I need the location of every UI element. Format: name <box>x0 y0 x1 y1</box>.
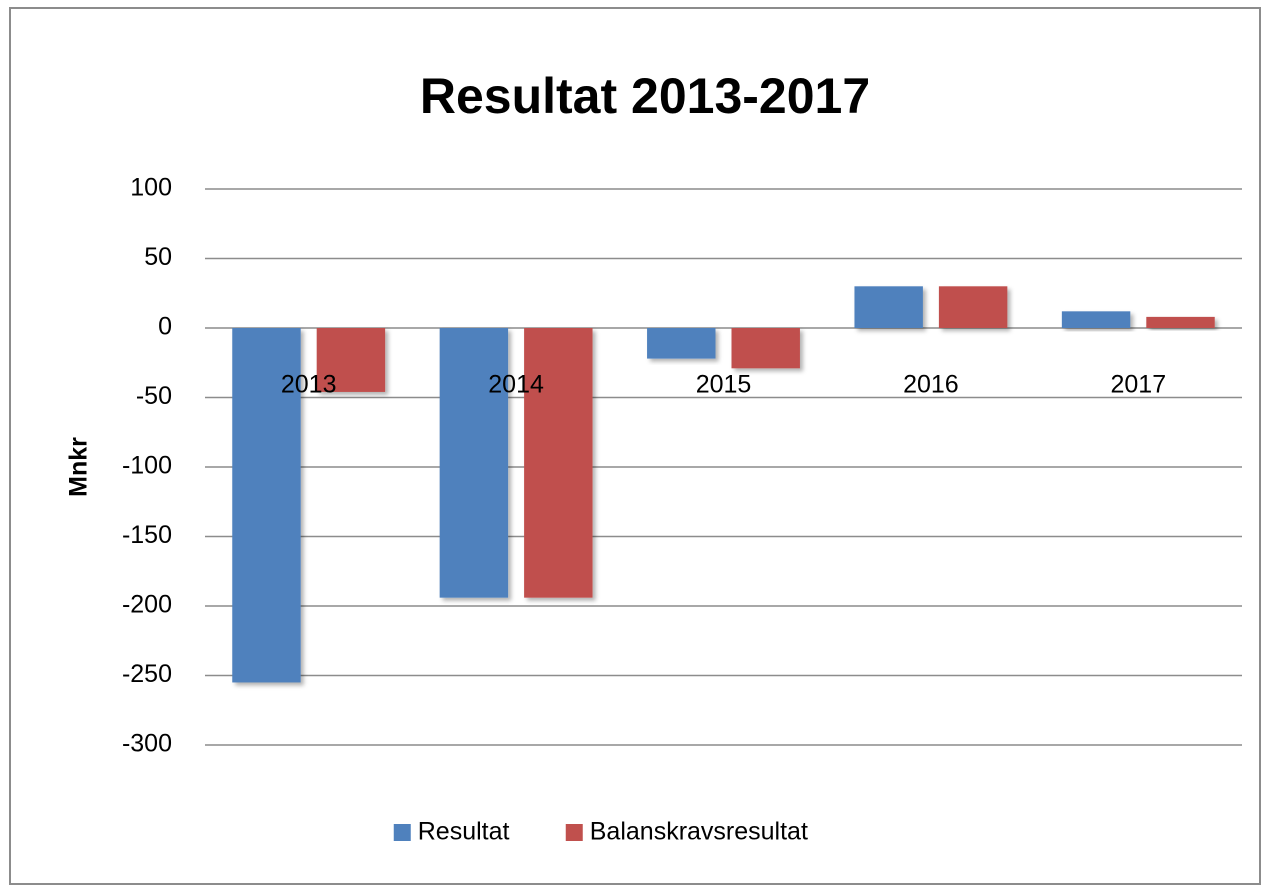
chart-title: Resultat 2013-2017 <box>420 68 870 124</box>
legend-label: Resultat <box>418 818 510 846</box>
bar <box>1146 316 1215 328</box>
x-tick-label: 2016 <box>903 371 959 399</box>
y-tick-label: -250 <box>122 660 172 688</box>
legend-label: Balanskravsresultat <box>590 818 808 846</box>
x-tick-label: 2017 <box>1110 371 1166 399</box>
bar <box>1061 311 1131 328</box>
bar <box>647 328 716 359</box>
bar <box>439 328 509 598</box>
bar <box>232 328 301 683</box>
y-tick-label: -150 <box>122 521 172 549</box>
bar <box>854 286 923 328</box>
legend-swatch <box>393 824 411 841</box>
legend-swatch <box>565 824 583 841</box>
y-tick-label: 0 <box>158 313 172 341</box>
y-tick-label: 50 <box>144 243 172 271</box>
bar <box>524 328 593 598</box>
y-tick-label: -200 <box>122 591 172 619</box>
bar <box>731 328 800 369</box>
y-axis-label: Mnkr <box>65 437 93 497</box>
y-tick-label: -50 <box>136 382 172 410</box>
bar <box>938 286 1008 328</box>
x-tick-label: 2014 <box>488 371 544 399</box>
x-tick-label: 2015 <box>696 371 752 399</box>
x-tick-label: 2013 <box>281 371 337 399</box>
y-tick-label: -100 <box>122 452 172 480</box>
y-tick-label: -300 <box>122 730 172 758</box>
y-tick-label: 100 <box>130 174 172 202</box>
bar <box>316 328 386 392</box>
chart-border <box>9 7 1261 885</box>
